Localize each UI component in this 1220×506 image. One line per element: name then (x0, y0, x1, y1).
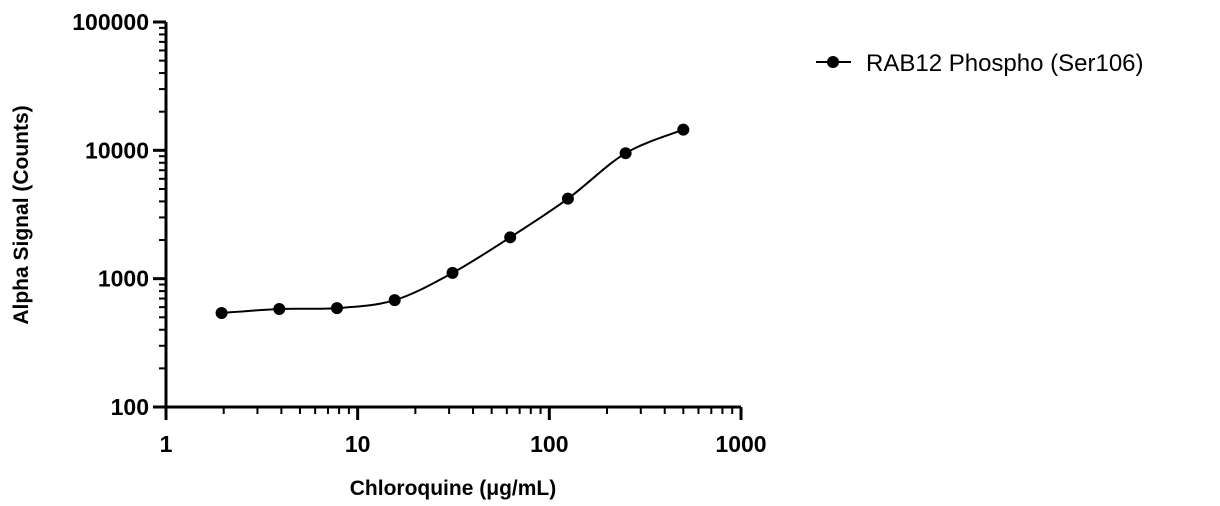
data-point (619, 147, 632, 160)
data-points-layer (215, 123, 690, 320)
fit-curve-line (221, 128, 684, 314)
y-tick-label: 100000 (72, 9, 149, 35)
data-point (273, 303, 286, 316)
fit-curve-layer (221, 128, 684, 314)
y-axis-title: Alpha Signal (Counts) (10, 105, 33, 324)
x-tick-label: 1 (160, 431, 173, 457)
data-point (446, 266, 459, 279)
legend: RAB12 Phospho (Ser106) (816, 50, 1144, 77)
axes: 1 10 100 1000 100 1000 10000 100000 (72, 9, 766, 457)
x-tick-label: 10 (345, 431, 371, 457)
data-point (330, 302, 343, 315)
data-point (215, 307, 228, 320)
legend-label: RAB12 Phospho (Ser106) (866, 50, 1144, 77)
y-tick-label: 10000 (85, 137, 149, 163)
x-tick-label: 1000 (715, 431, 766, 457)
x-axis-title: Chloroquine (μg/mL) (350, 477, 556, 500)
x-tick-label: 100 (530, 431, 568, 457)
data-point (388, 294, 401, 307)
data-point (504, 231, 517, 244)
y-tick-label: 100 (111, 394, 149, 420)
legend-marker-icon (827, 56, 839, 68)
data-point (561, 192, 574, 205)
data-point (677, 123, 690, 136)
y-tick-label: 1000 (98, 266, 149, 292)
